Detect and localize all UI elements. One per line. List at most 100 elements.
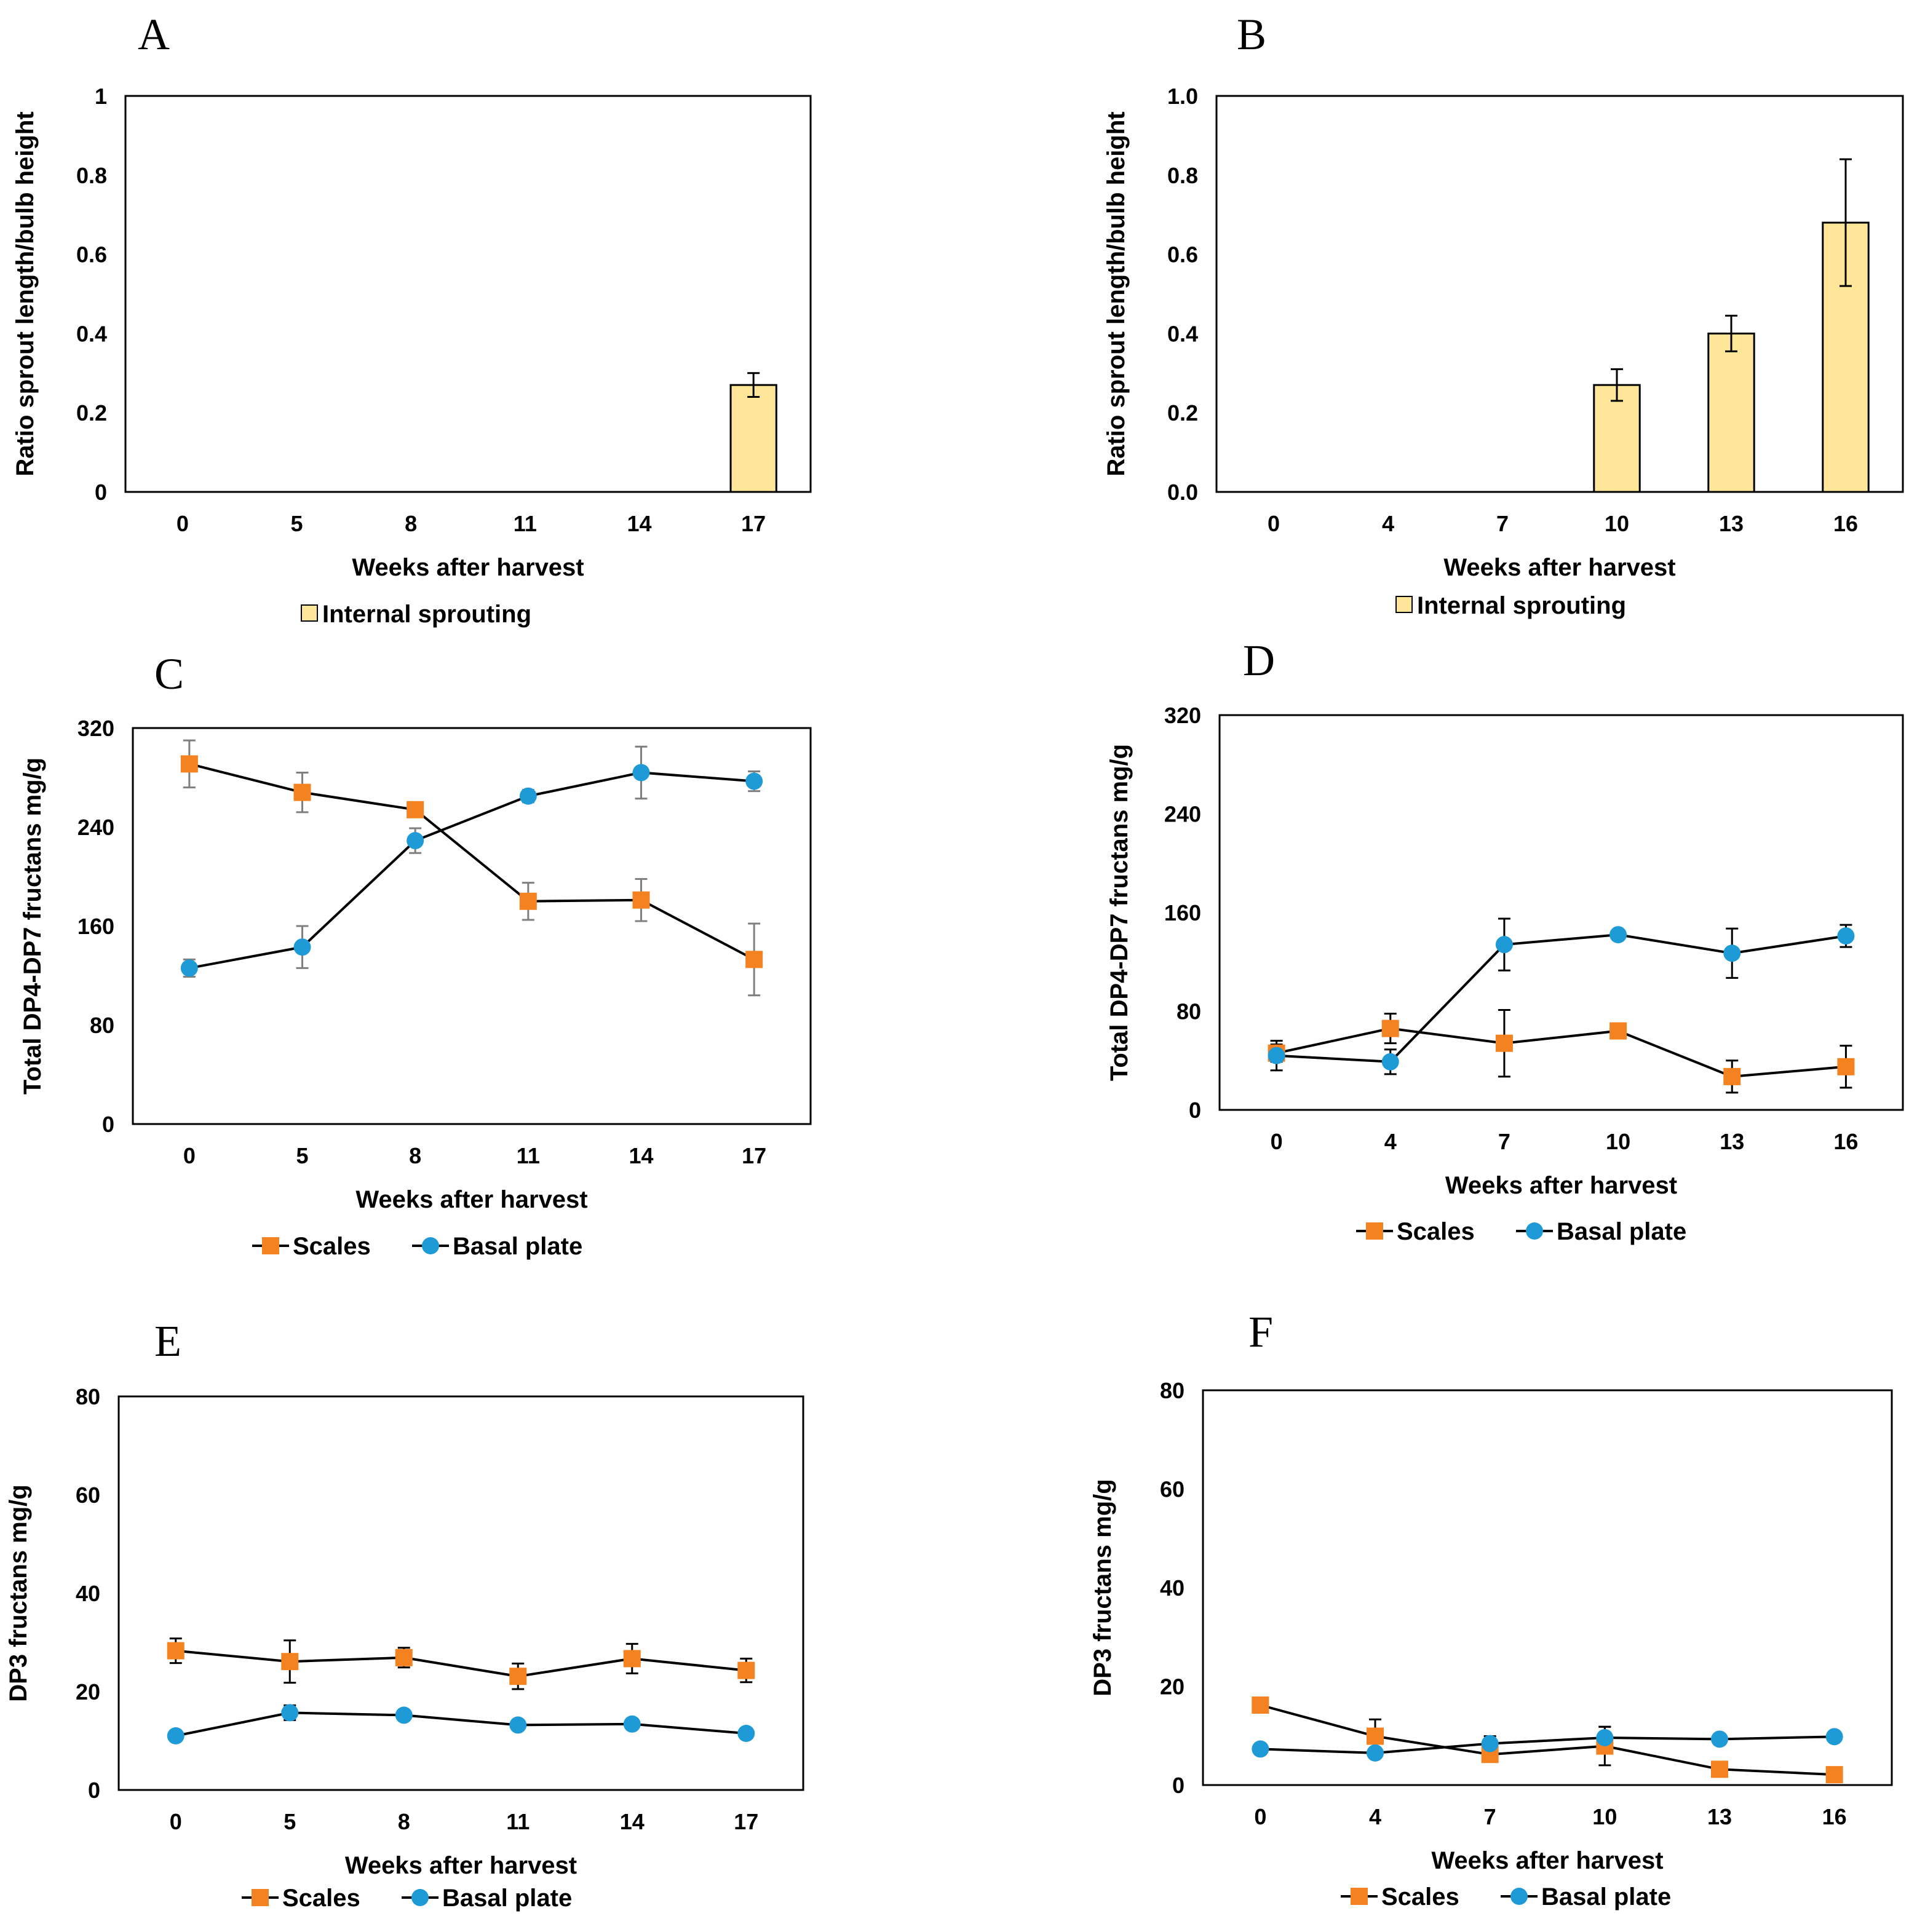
x-axis-title: Weeks after harvest <box>345 1852 577 1879</box>
legend-label-basal-plate: Basal plate <box>442 1885 572 1912</box>
y-tick-label: 80 <box>1160 1378 1185 1403</box>
x-tick-label: 4 <box>1382 511 1394 536</box>
x-tick-label: 11 <box>517 1143 540 1168</box>
legend-label-basal-plate: Basal plate <box>1541 1883 1671 1910</box>
bar-internal-sprouting <box>1707 332 1755 493</box>
x-tick-label: 4 <box>1384 1129 1397 1154</box>
y-tick-label: 60 <box>76 1483 100 1508</box>
point-basal-plate <box>737 1725 755 1742</box>
bar-internal-sprouting <box>729 384 777 493</box>
x-tick-label: 0 <box>1254 1804 1266 1829</box>
x-tick-label: 5 <box>284 1809 296 1834</box>
series-line-scales <box>1276 1027 1846 1078</box>
y-tick-label: 60 <box>1160 1477 1185 1502</box>
x-tick-label: 5 <box>290 511 303 536</box>
x-axis-title: Weeks after harvest <box>1445 1172 1677 1199</box>
y-tick-label: 0.6 <box>76 242 107 267</box>
y-tick-label: 0 <box>102 1112 114 1137</box>
series-line-basal-plate <box>189 771 755 970</box>
x-tick-label: 0 <box>183 1143 196 1168</box>
x-tick-label: 4 <box>1369 1804 1381 1829</box>
x-tick-label: 0 <box>1268 511 1280 536</box>
error-bar <box>1611 368 1623 402</box>
point-basal-plate <box>1596 1728 1614 1746</box>
chart-panel-b: B 0.0 0.2 0.4 0.6 0.8 1.0 0 4 7 10 13 16 Weeks after … <box>1103 10 1904 619</box>
x-tick-label: 10 <box>1606 1129 1630 1154</box>
x-tick-label: 7 <box>1484 1804 1496 1829</box>
error-bar <box>1840 158 1852 287</box>
y-tick-label: 160 <box>77 914 114 939</box>
plot-area-d <box>1218 714 1904 1111</box>
y-axis-title: Ratio sprout length/bulb height <box>12 111 39 476</box>
point-basal-plate <box>395 1706 413 1724</box>
point-scales <box>180 755 198 773</box>
legend-marker-basal-plate <box>411 1889 429 1906</box>
x-tick-label: 16 <box>1822 1804 1847 1829</box>
y-tick-label: 0.6 <box>1167 242 1198 267</box>
y-tick-label: 160 <box>1164 900 1201 925</box>
x-tick-label: 16 <box>1833 511 1858 536</box>
legend-marker-scales <box>252 1889 269 1906</box>
y-tick-label: 80 <box>1177 999 1201 1024</box>
y-tick-label: 240 <box>77 815 114 840</box>
x-tick-label: 17 <box>742 1143 766 1168</box>
series-line-basal-plate <box>1260 1735 1835 1754</box>
x-tick-label: 14 <box>627 511 651 536</box>
point-basal-plate <box>1837 927 1855 945</box>
panel-label-d: D <box>1243 636 1275 685</box>
point-scales <box>1723 1067 1741 1085</box>
series-line-scales <box>175 1649 747 1678</box>
legend-label-scales: Scales <box>282 1885 360 1912</box>
legend-swatch-internal-sprouting <box>301 604 318 622</box>
y-tick-label: 80 <box>90 1013 114 1038</box>
point-scales <box>632 891 650 909</box>
x-tick-label: 13 <box>1720 1129 1744 1154</box>
point-basal-plate <box>1268 1047 1285 1064</box>
panel-label-e: E <box>154 1316 181 1366</box>
point-basal-plate <box>1495 936 1513 954</box>
legend-marker-scales <box>1366 1222 1383 1240</box>
x-tick-label: 0 <box>177 511 189 536</box>
point-basal-plate <box>293 938 311 956</box>
legend-label-basal-plate: Basal plate <box>1557 1218 1686 1245</box>
y-tick-label: 320 <box>77 716 114 741</box>
y-tick-label: 0.2 <box>1167 400 1198 426</box>
point-scales <box>623 1650 641 1668</box>
chart-panel-f: F 0 20 40 60 80 0 4 7 10 13 16 Weeks after harvest DP… <box>1089 1307 1893 1910</box>
y-tick-label: 0 <box>88 1778 100 1803</box>
x-tick-label: 10 <box>1605 511 1629 536</box>
point-scales <box>1252 1696 1269 1714</box>
chart-panel-c: C 0 80 160 240 320 0 5 8 11 14 17 Weeks after harves… <box>19 649 812 1260</box>
y-tick-label: 0.0 <box>1167 480 1198 505</box>
x-tick-label: 17 <box>734 1809 758 1834</box>
legend-label-scales: Scales <box>1381 1883 1459 1910</box>
y-axis-title: DP3 fructans mg/g <box>5 1484 32 1701</box>
chart-panel-d: D 0 80 160 240 320 0 4 7 10 13 16 Weeks after harves… <box>1106 636 1904 1245</box>
point-scales <box>519 892 537 910</box>
point-basal-plate <box>509 1716 527 1734</box>
point-scales <box>1837 1058 1855 1075</box>
point-basal-plate <box>1481 1735 1499 1752</box>
point-scales <box>745 951 763 968</box>
y-axis-title: DP3 fructans mg/g <box>1089 1479 1116 1696</box>
chart-panel-a: A 0 0.2 0.4 0.6 0.8 1 0 5 8 11 14 17 Weeks after harv… <box>12 10 812 628</box>
y-tick-label: 20 <box>76 1679 100 1704</box>
y-tick-label: 40 <box>1160 1575 1185 1601</box>
point-scales <box>167 1642 185 1660</box>
y-tick-label: 40 <box>76 1581 100 1606</box>
error-bar <box>747 372 760 398</box>
point-basal-plate <box>632 764 650 782</box>
point-scales <box>1381 1019 1399 1037</box>
x-axis-title: Weeks after harvest <box>1431 1847 1663 1874</box>
point-basal-plate <box>623 1715 641 1733</box>
x-tick-label: 14 <box>620 1809 645 1834</box>
point-scales <box>407 801 424 818</box>
x-tick-label: 14 <box>629 1143 653 1168</box>
legend-marker-basal-plate <box>422 1237 439 1254</box>
point-scales <box>509 1668 527 1685</box>
point-basal-plate <box>745 772 763 790</box>
panel-label-c: C <box>154 649 184 699</box>
series-line-basal-plate <box>175 1711 747 1737</box>
x-tick-label: 10 <box>1592 1804 1617 1829</box>
legend-label-scales: Scales <box>293 1233 371 1260</box>
